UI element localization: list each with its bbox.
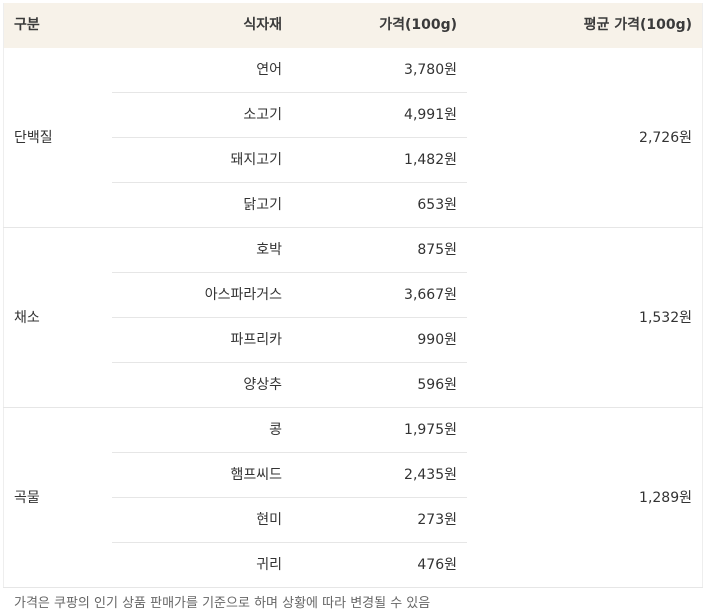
header-cell: 구분	[14, 17, 40, 33]
ingredient: 연어	[256, 62, 282, 78]
category: 단백질	[14, 130, 53, 146]
average-price: 2,726원	[639, 130, 692, 146]
ingredient: 파프리카	[230, 332, 282, 348]
price: 2,435원	[404, 467, 457, 483]
average-price: 1,289원	[639, 490, 692, 506]
row-divider	[112, 452, 467, 453]
header-cell: 식자재	[243, 17, 282, 33]
ingredient: 돼지고기	[230, 152, 282, 168]
ingredient: 햄프씨드	[230, 467, 282, 483]
ingredient: 소고기	[243, 107, 282, 123]
average-price: 1,532원	[639, 310, 692, 326]
price: 1,482원	[404, 152, 457, 168]
row-divider	[112, 362, 467, 363]
group-divider	[3, 227, 703, 228]
ingredient: 아스파라거스	[204, 287, 282, 303]
price: 4,991원	[404, 107, 457, 123]
group-divider	[3, 407, 703, 408]
row-divider	[112, 317, 467, 318]
header-row	[3, 3, 703, 48]
price: 875원	[417, 242, 457, 258]
price: 596원	[417, 377, 457, 393]
ingredient: 콩	[269, 422, 282, 438]
header-cell: 가격(100g)	[379, 17, 457, 33]
price: 273원	[417, 512, 457, 528]
category: 곡물	[14, 490, 40, 506]
row-divider	[112, 182, 467, 183]
ingredient: 양상추	[243, 377, 282, 393]
ingredient: 닭고기	[243, 197, 282, 213]
row-divider	[112, 542, 467, 543]
header-cell: 평균 가격(100g)	[583, 17, 692, 33]
price: 476원	[417, 557, 457, 573]
ingredient: 귀리	[256, 557, 282, 573]
ingredient: 현미	[256, 512, 282, 528]
price: 653원	[417, 197, 457, 213]
price: 1,975원	[404, 422, 457, 438]
row-divider	[112, 497, 467, 498]
row-divider	[112, 137, 467, 138]
price: 990원	[417, 332, 457, 348]
category: 채소	[14, 310, 40, 326]
ingredient: 호박	[256, 242, 282, 258]
footnote: 가격은 쿠팡의 인기 상품 판매가를 기준으로 하며 상황에 따라 변경될 수 …	[14, 596, 431, 611]
row-divider	[112, 92, 467, 93]
group-divider	[3, 587, 703, 588]
price: 3,780원	[404, 62, 457, 78]
row-divider	[112, 272, 467, 273]
price: 3,667원	[404, 287, 457, 303]
